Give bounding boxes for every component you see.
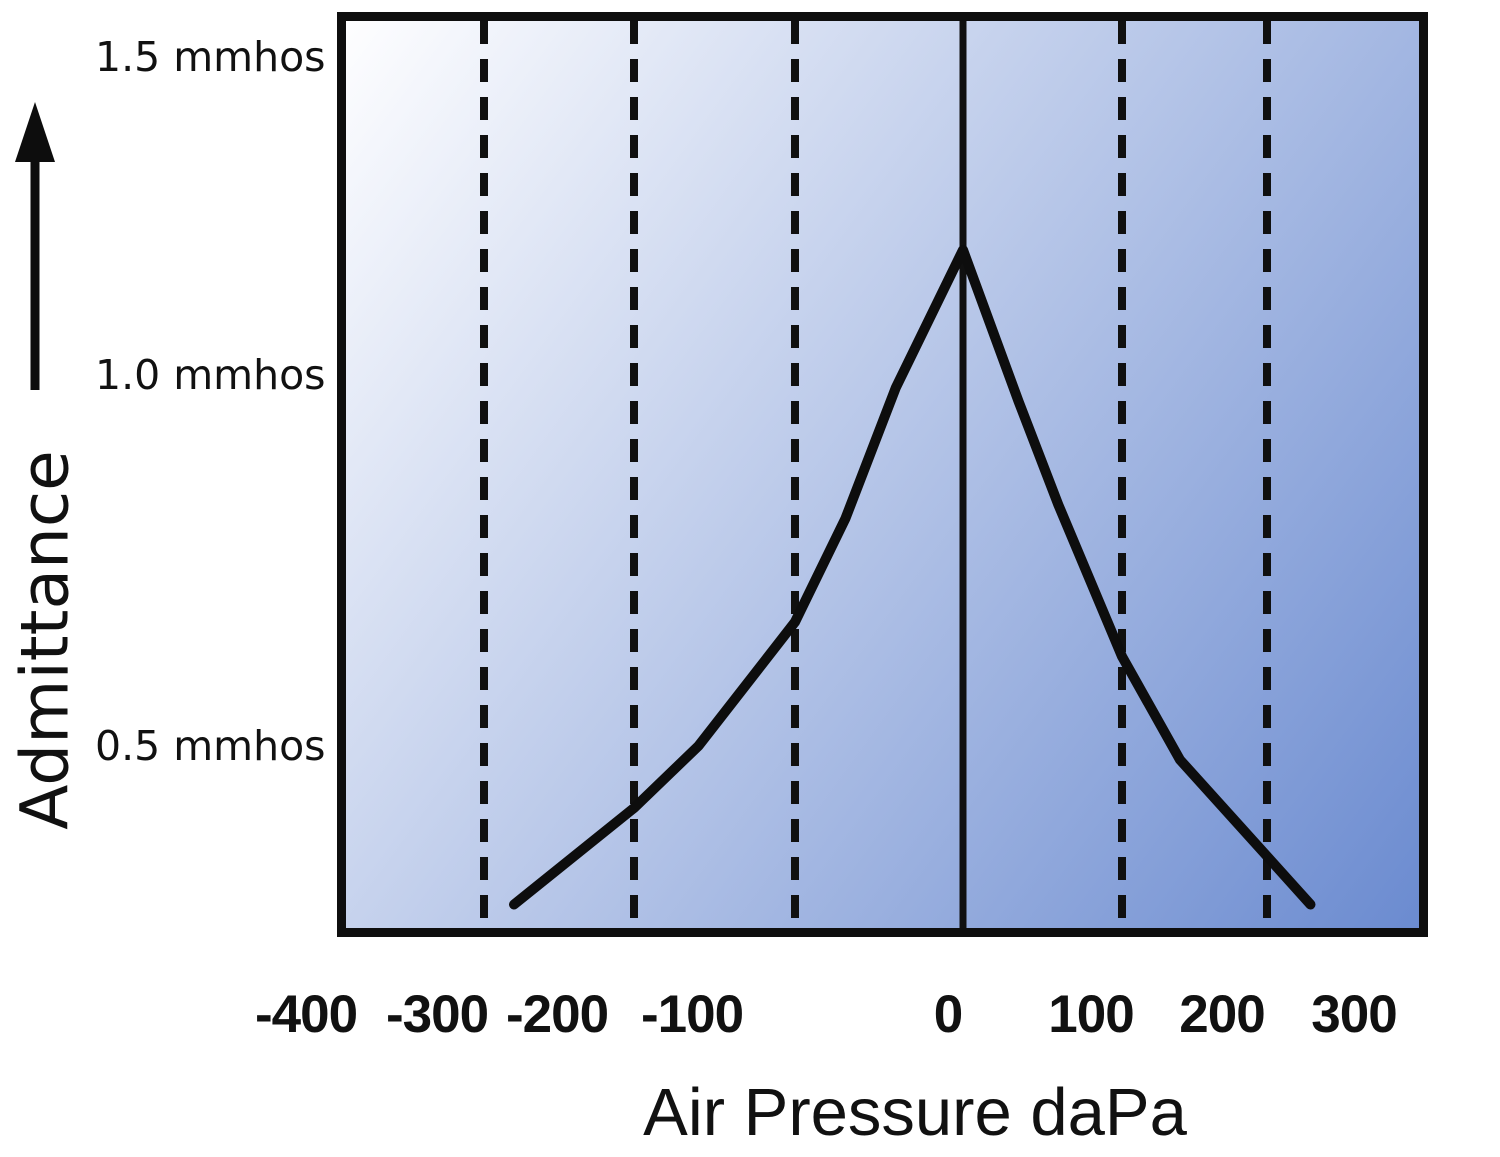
x-tick-label-0: 0	[933, 985, 964, 1044]
y-tick-label-1.5: 1.5 mmhos	[95, 33, 326, 81]
y-tick-label-0.5: 0.5 mmhos	[95, 722, 326, 770]
x-tick-label-200: 200	[1179, 985, 1265, 1044]
plot-canvas	[480, 21, 1316, 928]
plot-area	[337, 12, 1428, 937]
x-axis-title: Air Pressure daPa	[643, 1075, 1187, 1150]
tympanogram-curve	[509, 244, 1316, 910]
y-tick-label-1.0: 1.0 mmhos	[95, 351, 326, 399]
x-tick-label-neg200: -200	[505, 985, 609, 1044]
up-arrow-icon	[15, 102, 55, 390]
x-tick-label-neg400: -400	[254, 985, 358, 1044]
x-tick-label-300: 300	[1311, 985, 1397, 1044]
y-axis-title: Admittance	[6, 450, 84, 830]
x-tick-label-neg100: -100	[640, 985, 744, 1044]
x-tick-label-100: 100	[1048, 985, 1134, 1044]
x-tick-label-neg300: -300	[385, 985, 489, 1044]
